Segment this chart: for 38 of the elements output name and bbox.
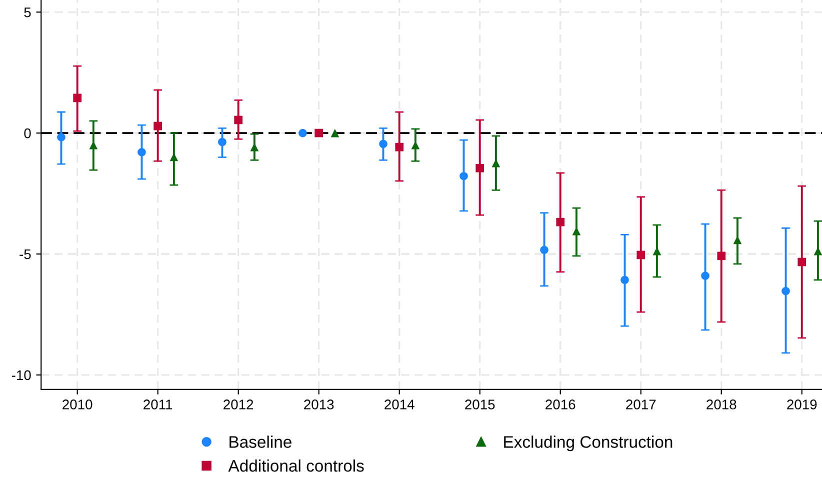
- point: [154, 122, 162, 130]
- y-tick-label: 0: [24, 128, 31, 138]
- point: [620, 276, 629, 284]
- y-tick-label: 5: [24, 8, 31, 18]
- point: [540, 246, 548, 254]
- point: [73, 94, 82, 102]
- legend-label: Excluding Construction: [504, 436, 672, 452]
- x-tick-label: 2011: [144, 400, 172, 410]
- x-tick-label: 2014: [384, 400, 414, 410]
- point: [138, 148, 146, 156]
- point: [556, 218, 565, 226]
- point: [218, 138, 226, 146]
- point: [330, 128, 340, 138]
- point: [234, 116, 243, 124]
- point: [782, 286, 790, 296]
- point: [476, 164, 484, 172]
- x-tick-label: 2015: [465, 400, 495, 410]
- point: [57, 132, 66, 142]
- point: [798, 258, 806, 266]
- x-tick-label: 2010: [62, 400, 92, 410]
- point: [379, 140, 388, 148]
- y-tick-label: -10: [12, 370, 31, 380]
- point: [701, 272, 710, 280]
- legend-label: Baseline: [230, 436, 292, 448]
- point: [717, 252, 726, 260]
- x-tick-label: 2017: [626, 400, 656, 410]
- point: [395, 142, 404, 152]
- x-tick-label: 2013: [304, 400, 334, 410]
- point: [460, 172, 468, 180]
- y-tick-label: -5: [20, 249, 31, 260]
- point: [314, 128, 324, 138]
- x-tick-label: 2012: [224, 400, 254, 410]
- point: [298, 128, 307, 138]
- x-tick-label: 2018: [706, 400, 736, 410]
- legend-label: Additional controls: [228, 459, 364, 472]
- x-tick-label: 2019: [787, 400, 817, 410]
- x-tick-label: 2016: [546, 400, 576, 410]
- point: [636, 250, 646, 260]
